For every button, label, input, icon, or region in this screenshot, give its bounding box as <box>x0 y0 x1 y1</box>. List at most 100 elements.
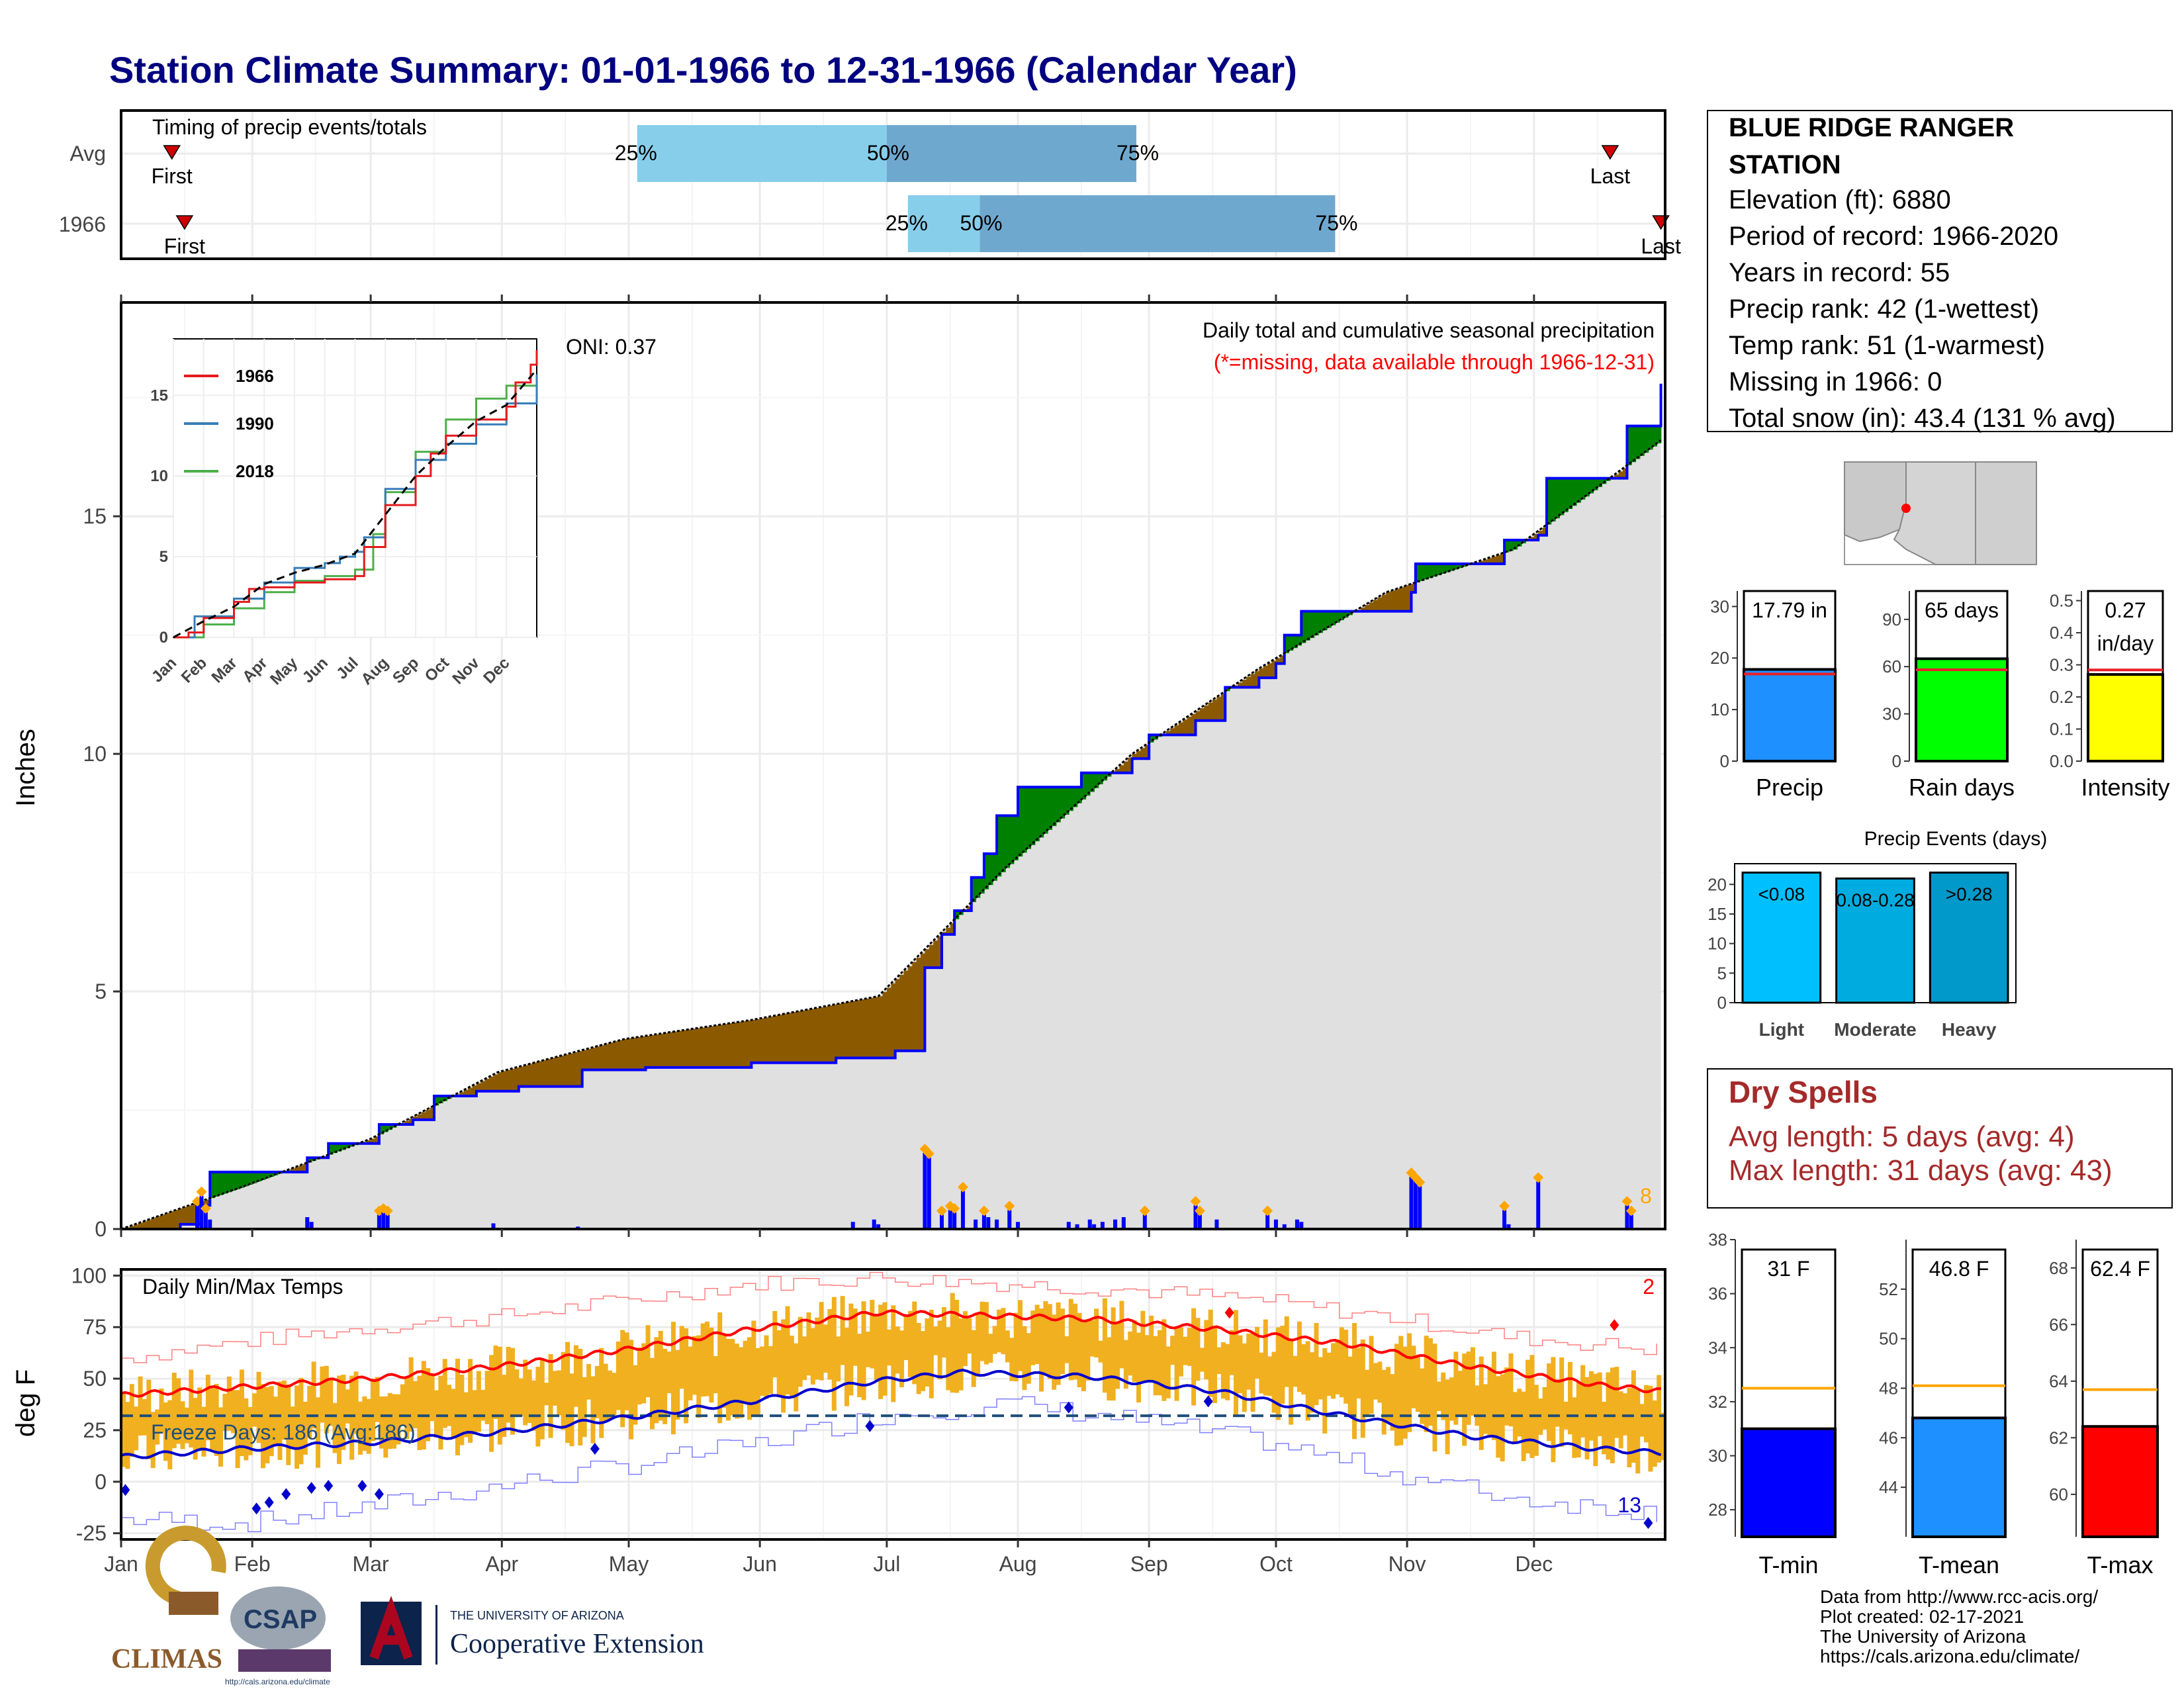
precip-diff-slice <box>624 1038 629 1070</box>
temp-xtick-label: Apr <box>485 1552 518 1576</box>
footer-line-2: Plot created: 02-17-2021 <box>1820 1606 2024 1627</box>
temp-daily-bar <box>433 1390 439 1438</box>
events-bar <box>1741 871 1822 1004</box>
temp-daily-bar <box>1356 1348 1361 1398</box>
temp-daily-bar <box>1018 1300 1023 1371</box>
temp-daily-bar <box>417 1375 422 1450</box>
temp-daily-bar <box>1297 1321 1302 1393</box>
temp-daily-bar <box>958 1318 964 1391</box>
temp-daily-bar <box>1128 1331 1133 1376</box>
precip-diff-slice <box>785 1013 790 1063</box>
temp-daily-bar <box>629 1340 634 1440</box>
precip-daily-bar <box>1502 1210 1507 1229</box>
station-location-dot <box>1901 504 1911 513</box>
temp-daily-bar <box>946 1327 951 1391</box>
temp-daily-bar <box>852 1308 858 1366</box>
precip-heavy-marker <box>1414 1177 1426 1188</box>
temp-daily-bar <box>794 1343 799 1412</box>
temp-daily-bar <box>531 1380 536 1431</box>
precip-diff-slice <box>146 1220 152 1229</box>
temp-daily-bar <box>1098 1340 1103 1363</box>
temp-daily-bar <box>235 1390 240 1469</box>
precip-ytick-label: 5 <box>95 980 107 1003</box>
temp-daily-bar <box>1077 1312 1082 1388</box>
temp-daily-bar <box>670 1322 676 1435</box>
temp-summary-ytick-label: 68 <box>2049 1258 2068 1278</box>
precip-diff-slice <box>1225 687 1230 692</box>
precip-heavy-marker <box>1625 1205 1637 1216</box>
temp-daily-bar <box>1170 1336 1175 1365</box>
temp-daily-bar <box>755 1348 760 1416</box>
summary-ytick-label: 0.4 <box>2050 623 2073 643</box>
temp-daily-bar <box>189 1369 194 1448</box>
precip-diff-slice <box>933 940 938 968</box>
precip-diff-slice <box>544 1060 549 1087</box>
precip-heavy-marker <box>1194 1205 1205 1216</box>
precip-diff-slice <box>815 1008 820 1063</box>
temp-daily-bar <box>700 1323 705 1397</box>
temp-daily-bar <box>1039 1308 1044 1392</box>
temp-daily-bar <box>142 1398 147 1436</box>
temp-daily-bar <box>265 1387 270 1463</box>
precip-diff-slice <box>861 999 866 1058</box>
temp-daily-bar <box>899 1330 905 1388</box>
precip-diff-slice <box>1436 563 1442 576</box>
temp-daily-bar <box>1119 1301 1124 1369</box>
precip-diff-slice <box>950 923 955 935</box>
precip-diff-slice <box>1081 772 1087 800</box>
temp-daily-bar <box>1191 1308 1197 1406</box>
temp-daily-bar <box>1661 1412 1666 1461</box>
precip-daily-bar <box>1295 1219 1299 1229</box>
precip-diff-slice <box>201 1201 206 1206</box>
precip-diff-slice <box>1432 563 1437 577</box>
precip-daily-bar <box>1506 1224 1511 1229</box>
temp-daily-bar <box>772 1310 778 1378</box>
temp-daily-bar <box>455 1358 460 1455</box>
temp-daily-bar <box>1165 1346 1171 1398</box>
summary-value-label: 0.27 <box>2105 598 2146 622</box>
precip-diff-slice <box>1039 787 1044 838</box>
temp-daily-bar <box>248 1406 253 1455</box>
precip-diff-slice <box>1034 787 1040 842</box>
precip-diff-slice <box>231 1171 236 1191</box>
temp-summary-ytick-label: 30 <box>1708 1446 1727 1466</box>
precip-diff-slice <box>1174 725 1179 735</box>
precip-diff-slice <box>620 1040 625 1070</box>
precip-diff-slice <box>387 1124 392 1130</box>
temp-daily-bar <box>506 1346 511 1423</box>
temp-daily-bar <box>396 1394 401 1445</box>
temp-daily-bar <box>603 1363 608 1422</box>
temp-daily-bar <box>1026 1333 1031 1384</box>
temp-daily-bar <box>324 1365 329 1434</box>
precip-diff-slice <box>633 1037 638 1070</box>
precip-daily-bar <box>952 1212 957 1229</box>
temp-summary-ytick-label: 44 <box>1879 1477 1898 1497</box>
temp-daily-bar <box>1034 1304 1040 1365</box>
dry-spells-max: Max length: 31 days (avg: 43) <box>1729 1154 2113 1187</box>
temp-daily-bar <box>831 1297 837 1411</box>
temp-daily-bar <box>316 1397 321 1468</box>
temp-daily-bar <box>1347 1356 1353 1416</box>
temp-daily-bar <box>1618 1391 1623 1449</box>
temp-daily-bar <box>379 1396 384 1449</box>
precip-diff-slice <box>1259 668 1264 678</box>
temp-daily-bar <box>1657 1375 1662 1463</box>
temp-daily-bar <box>1052 1314 1057 1390</box>
precip-diff-slice <box>899 974 905 1051</box>
csap-text: CSAP <box>244 1605 317 1634</box>
temp-ytick-label: 100 <box>71 1263 107 1287</box>
ua-small-text: THE UNIVERSITY OF ARIZONA <box>450 1609 624 1622</box>
temp-daily-bar <box>561 1351 566 1430</box>
temp-daily-bar <box>594 1366 600 1418</box>
precip-diff-slice <box>336 1143 342 1152</box>
temp-daily-bar <box>539 1359 545 1440</box>
temp-daily-bar <box>658 1330 663 1421</box>
temp-ytick-label: -25 <box>76 1522 107 1545</box>
precip-diff-slice <box>921 953 926 1051</box>
temp-daily-bar <box>320 1366 325 1423</box>
precip-events-title: Precip Events (days) <box>1864 828 2048 850</box>
precip-diff-slice <box>1331 611 1336 625</box>
precip-diff-slice <box>760 1018 765 1063</box>
temp-daily-bar <box>620 1330 625 1428</box>
